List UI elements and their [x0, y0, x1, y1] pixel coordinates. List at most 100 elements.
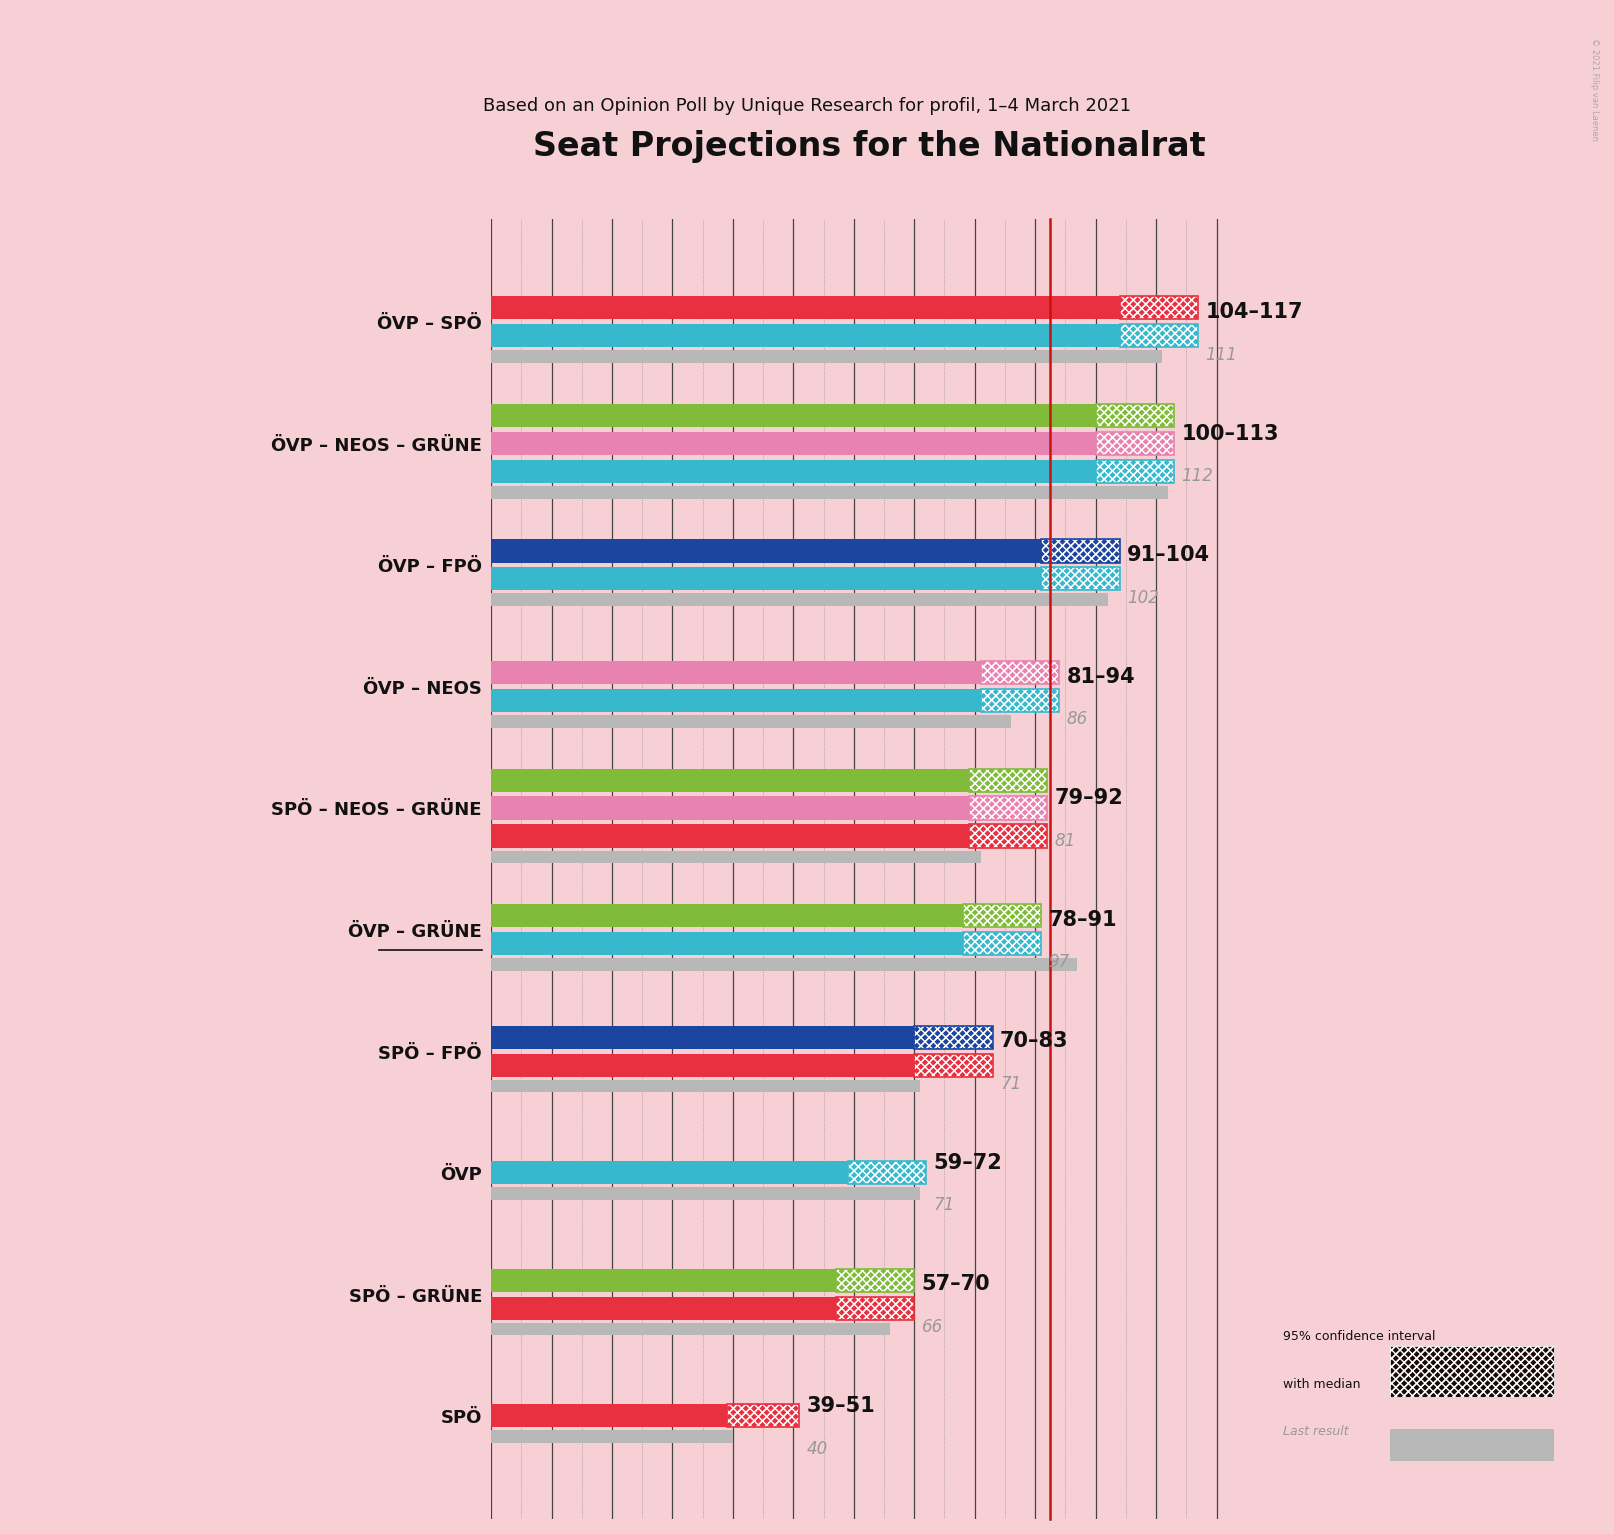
Bar: [491, 1054, 914, 1077]
Text: ÖVP – GRÜNE: ÖVP – GRÜNE: [349, 923, 483, 940]
Bar: [1120, 324, 1198, 347]
Bar: [981, 689, 1059, 712]
Text: 39–51: 39–51: [807, 1396, 875, 1416]
Bar: [491, 1404, 726, 1427]
Bar: [726, 1404, 799, 1427]
Bar: [962, 904, 1041, 927]
Bar: [491, 715, 1010, 727]
Bar: [962, 904, 1041, 927]
Bar: [1391, 1430, 1554, 1460]
Bar: [491, 933, 962, 956]
Bar: [1120, 324, 1198, 347]
Bar: [1041, 568, 1120, 591]
Bar: [1120, 324, 1198, 347]
Text: 59–72: 59–72: [933, 1154, 1002, 1174]
Bar: [981, 661, 1059, 684]
Bar: [968, 769, 1047, 792]
Bar: [836, 1296, 914, 1319]
Bar: [836, 1296, 914, 1319]
Text: ÖVP – SPÖ: ÖVP – SPÖ: [378, 316, 483, 333]
Text: 79–92: 79–92: [1054, 788, 1123, 808]
Bar: [491, 460, 1096, 483]
Bar: [491, 433, 1096, 456]
Bar: [1041, 568, 1120, 591]
Bar: [968, 824, 1047, 847]
Bar: [491, 796, 968, 819]
Text: 81: 81: [1054, 831, 1077, 850]
Bar: [491, 1430, 733, 1443]
Bar: [968, 769, 1047, 792]
Bar: [491, 904, 962, 927]
Bar: [1120, 296, 1198, 319]
Bar: [491, 1080, 920, 1092]
Text: 112: 112: [1181, 468, 1214, 485]
Bar: [962, 933, 1041, 956]
Bar: [491, 1187, 920, 1200]
Bar: [726, 1404, 799, 1427]
Text: 102: 102: [1127, 589, 1159, 607]
Bar: [968, 796, 1047, 819]
Text: ÖVP – NEOS – GRÜNE: ÖVP – NEOS – GRÜNE: [271, 437, 483, 454]
Bar: [491, 296, 1120, 319]
Bar: [1096, 460, 1175, 483]
Bar: [1096, 433, 1175, 456]
Bar: [914, 1054, 993, 1077]
Bar: [1096, 460, 1175, 483]
Bar: [726, 1404, 799, 1427]
Bar: [962, 933, 1041, 956]
Bar: [1041, 540, 1120, 563]
Bar: [836, 1269, 914, 1292]
Bar: [968, 824, 1047, 847]
Bar: [491, 661, 981, 684]
Bar: [968, 796, 1047, 819]
Text: ÖVP – FPÖ: ÖVP – FPÖ: [378, 558, 483, 577]
Bar: [1391, 1345, 1554, 1397]
Bar: [1120, 296, 1198, 319]
Bar: [1096, 433, 1175, 456]
Bar: [968, 796, 1047, 819]
Bar: [836, 1269, 914, 1292]
Bar: [847, 1161, 926, 1184]
Bar: [836, 1296, 914, 1319]
Bar: [1041, 540, 1120, 563]
Bar: [1120, 296, 1198, 319]
Bar: [836, 1269, 914, 1292]
Bar: [847, 1161, 926, 1184]
Bar: [914, 1054, 993, 1077]
Bar: [491, 486, 1169, 499]
Bar: [1391, 1345, 1554, 1397]
Bar: [836, 1296, 914, 1319]
Bar: [1096, 403, 1175, 426]
Text: ÖVP – NEOS: ÖVP – NEOS: [363, 680, 483, 698]
Bar: [491, 1269, 836, 1292]
Bar: [1096, 433, 1175, 456]
Text: © 2021 Filip van Laenen: © 2021 Filip van Laenen: [1590, 38, 1599, 141]
Bar: [491, 403, 1096, 426]
Bar: [726, 1404, 799, 1427]
Bar: [968, 769, 1047, 792]
Bar: [914, 1054, 993, 1077]
Title: Seat Projections for the Nationalrat: Seat Projections for the Nationalrat: [533, 130, 1206, 163]
Bar: [491, 1322, 889, 1336]
Bar: [1041, 568, 1120, 591]
Text: 70–83: 70–83: [1001, 1031, 1068, 1051]
Bar: [968, 824, 1047, 847]
Text: Last result: Last result: [1283, 1425, 1349, 1439]
Bar: [1120, 324, 1198, 347]
Text: with median: with median: [1283, 1378, 1361, 1391]
Bar: [914, 1026, 993, 1049]
Text: 81–94: 81–94: [1067, 667, 1135, 687]
Bar: [1096, 433, 1175, 456]
Bar: [914, 1026, 993, 1049]
Bar: [968, 769, 1047, 792]
Bar: [968, 796, 1047, 819]
Bar: [981, 689, 1059, 712]
Bar: [491, 1296, 836, 1319]
Bar: [914, 1026, 993, 1049]
Text: 95% confidence interval: 95% confidence interval: [1283, 1330, 1435, 1342]
Bar: [491, 824, 968, 847]
Text: 100–113: 100–113: [1181, 423, 1278, 443]
Text: ÖVP: ÖVP: [441, 1166, 483, 1184]
Bar: [1041, 540, 1120, 563]
Bar: [1096, 460, 1175, 483]
